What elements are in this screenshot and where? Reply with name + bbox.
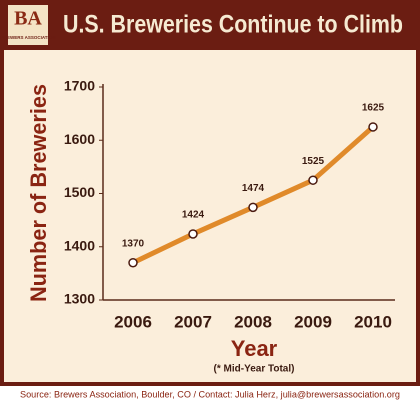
data-point	[188, 229, 198, 239]
y-tick-label: 1600	[64, 131, 95, 147]
y-tick-label: 1500	[64, 184, 95, 200]
y-tick-label: 1400	[64, 237, 95, 253]
frame	[0, 0, 420, 386]
note: (* Mid-Year Total)	[214, 364, 295, 375]
data-label: 1625	[362, 103, 385, 114]
y-axis-label: Number of Breweries	[26, 84, 51, 302]
x-tick-label: 2007	[174, 312, 212, 331]
y-tick-label: 1700	[64, 78, 95, 94]
data-point	[248, 202, 258, 213]
data-label: 1474	[242, 183, 265, 194]
y-tick-label: 1300	[64, 291, 95, 307]
x-axis-label: Year	[231, 336, 278, 361]
logo-mark: BA	[14, 8, 42, 30]
data-label: 1525	[302, 156, 325, 167]
data-point	[308, 175, 318, 185]
x-tick-label: 2010	[354, 312, 392, 331]
header-band	[0, 0, 420, 50]
logo-box	[8, 5, 48, 45]
data-point	[368, 122, 378, 132]
data-label: 1370	[122, 238, 145, 249]
logo-text: BREWERS ASSOCIATION	[0, 35, 55, 40]
x-tick-label: 2008	[234, 312, 272, 331]
x-tick-label: 2006	[114, 312, 152, 331]
data-point	[128, 257, 138, 268]
chart-title: U.S. Breweries Continue to Climb	[63, 11, 403, 39]
source: Source: Brewers Association, Boulder, CO…	[20, 389, 400, 399]
data-label: 1424	[182, 210, 205, 221]
x-tick-label: 2009	[294, 312, 332, 331]
